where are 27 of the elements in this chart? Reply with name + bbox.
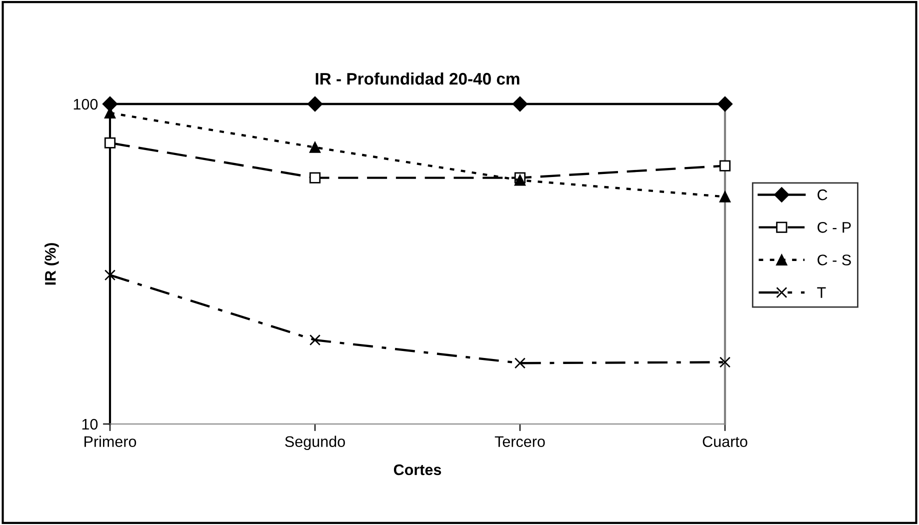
- y-tick-label: 100: [74, 98, 98, 110]
- point: [104, 137, 116, 148]
- point: [309, 334, 321, 346]
- point: [104, 270, 116, 281]
- legend-label: C - P: [818, 222, 851, 233]
- point: [307, 96, 323, 112]
- x-axis-title: Cortes: [394, 464, 442, 476]
- x-tick-label: Cuarto: [702, 436, 748, 448]
- legend-label: C - S: [818, 254, 851, 266]
- point: [717, 96, 733, 112]
- legend-label: T: [817, 287, 826, 298]
- point: [719, 160, 731, 172]
- point: [102, 96, 118, 112]
- x-tick-label: Primero: [84, 436, 136, 448]
- y-tick-label: 10: [82, 418, 98, 430]
- point: [309, 172, 321, 184]
- y-axis-title: IR (%): [44, 243, 59, 285]
- x-tick-label: Segundo: [285, 436, 345, 450]
- chart-title: IR - Profundidad 20-40 cm: [316, 72, 520, 85]
- point: [309, 142, 321, 153]
- point: [512, 96, 528, 112]
- point: [719, 191, 731, 202]
- point: [514, 174, 526, 186]
- point: [514, 358, 526, 369]
- point: [719, 356, 731, 368]
- x-tick-label: Tercero: [494, 436, 545, 448]
- legend-label: C: [818, 189, 828, 200]
